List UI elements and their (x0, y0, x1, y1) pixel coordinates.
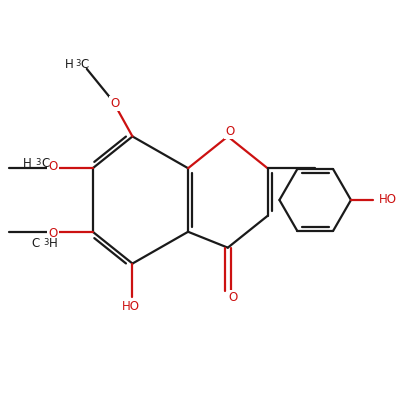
Text: C: C (41, 157, 49, 170)
Text: HO: HO (122, 300, 140, 312)
Text: C: C (81, 58, 89, 72)
Text: 3: 3 (43, 238, 48, 247)
Text: O: O (228, 291, 237, 304)
Text: HO: HO (379, 193, 397, 206)
Text: O: O (225, 125, 234, 138)
Text: H: H (65, 58, 74, 72)
Text: 3: 3 (76, 59, 81, 68)
Text: O: O (48, 227, 58, 240)
Text: C: C (31, 237, 40, 250)
Text: 3: 3 (35, 158, 40, 167)
Text: H: H (49, 237, 58, 250)
Text: O: O (48, 160, 58, 173)
Text: O: O (110, 97, 119, 110)
Text: H: H (22, 157, 31, 170)
